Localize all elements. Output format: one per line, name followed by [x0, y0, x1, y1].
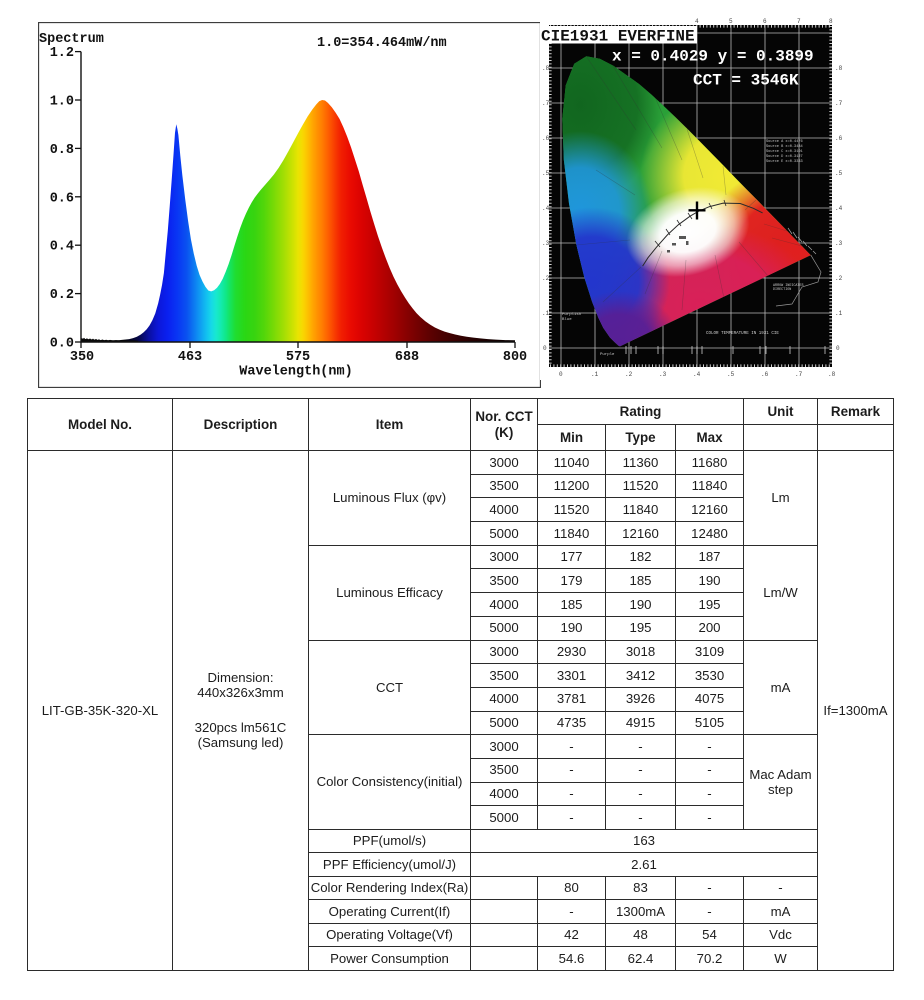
svg-text:.5: .5 [835, 170, 843, 177]
svg-text:.8: .8 [835, 65, 843, 72]
svg-text:.7: .7 [835, 100, 843, 107]
svg-text:Source C x=0.3101: Source C x=0.3101 [766, 149, 803, 154]
svg-text:0.2: 0.2 [50, 288, 74, 303]
svg-text:.3: .3 [659, 371, 667, 378]
svg-text:4: 4 [695, 18, 699, 25]
svg-text:x = 0.4029 y = 0.3899: x = 0.4029 y = 0.3899 [612, 48, 814, 66]
svg-text:.2: .2 [625, 371, 633, 378]
svg-text:1.2: 1.2 [50, 46, 74, 61]
svg-text:.8: .8 [542, 65, 550, 72]
svg-text:Source D x=0.3127: Source D x=0.3127 [766, 154, 803, 159]
svg-text:.2: .2 [835, 275, 843, 282]
svg-text:.5: .5 [542, 170, 550, 177]
svg-text:ARROW INDICATES: ARROW INDICATES [773, 284, 804, 288]
svg-text:1.0: 1.0 [50, 95, 74, 110]
svg-text:.4: .4 [835, 205, 843, 212]
svg-text:.1: .1 [542, 310, 550, 317]
svg-text:0.4: 0.4 [50, 240, 74, 255]
svg-text:DIRECTION: DIRECTION [773, 288, 791, 292]
svg-text:.3: .3 [835, 240, 843, 247]
svg-text:.3: .3 [542, 240, 550, 247]
svg-text:.6: .6 [542, 135, 550, 142]
svg-text:5: 5 [729, 18, 733, 25]
svg-text:8: 8 [829, 18, 833, 25]
svg-text:.2: .2 [542, 275, 550, 282]
svg-text:Purple: Purple [600, 352, 615, 357]
svg-text:0.6: 0.6 [50, 191, 74, 206]
svg-text:CCT = 3546K: CCT = 3546K [693, 72, 799, 90]
svg-text:.6: .6 [761, 371, 769, 378]
svg-text:.5: .5 [727, 371, 735, 378]
svg-text:Purplish: Purplish [562, 312, 582, 317]
svg-text:.4: .4 [542, 205, 550, 212]
svg-text:Wavelength(nm): Wavelength(nm) [239, 365, 352, 380]
svg-text:0: 0 [559, 371, 563, 378]
svg-text:0: 0 [836, 345, 840, 352]
svg-text:.4: .4 [693, 371, 701, 378]
svg-text:.1: .1 [591, 371, 599, 378]
svg-text:Source A x=0.4476: Source A x=0.4476 [766, 139, 803, 144]
svg-text:0.8: 0.8 [50, 143, 74, 158]
svg-text:Source E x=0.3333: Source E x=0.3333 [766, 159, 803, 164]
svg-text:800: 800 [503, 350, 527, 365]
svg-text:.7: .7 [795, 371, 803, 378]
svg-text:575: 575 [286, 350, 310, 365]
svg-text:0.0: 0.0 [50, 337, 74, 352]
svg-text:688: 688 [395, 350, 419, 365]
svg-text:0: 0 [543, 345, 547, 352]
svg-text:6: 6 [763, 18, 767, 25]
svg-text:.6: .6 [835, 135, 843, 142]
svg-text:Source B x=0.3484: Source B x=0.3484 [766, 144, 803, 149]
svg-text:350: 350 [70, 350, 94, 365]
svg-text:463: 463 [178, 350, 202, 365]
svg-text:7: 7 [797, 18, 801, 25]
svg-text:.7: .7 [542, 100, 550, 107]
svg-text:1.0=354.464mW/nm: 1.0=354.464mW/nm [317, 36, 447, 51]
svg-text:.1: .1 [835, 310, 843, 317]
svg-text:Blue: Blue [562, 317, 572, 322]
svg-text:Spectrum: Spectrum [39, 32, 104, 47]
svg-text:CIE1931 EVERFINE: CIE1931 EVERFINE [541, 28, 695, 46]
svg-text:.8: .8 [828, 371, 836, 378]
svg-text:COLOR TEMPERATURE IN 1931 CIE: COLOR TEMPERATURE IN 1931 CIE [706, 332, 779, 336]
